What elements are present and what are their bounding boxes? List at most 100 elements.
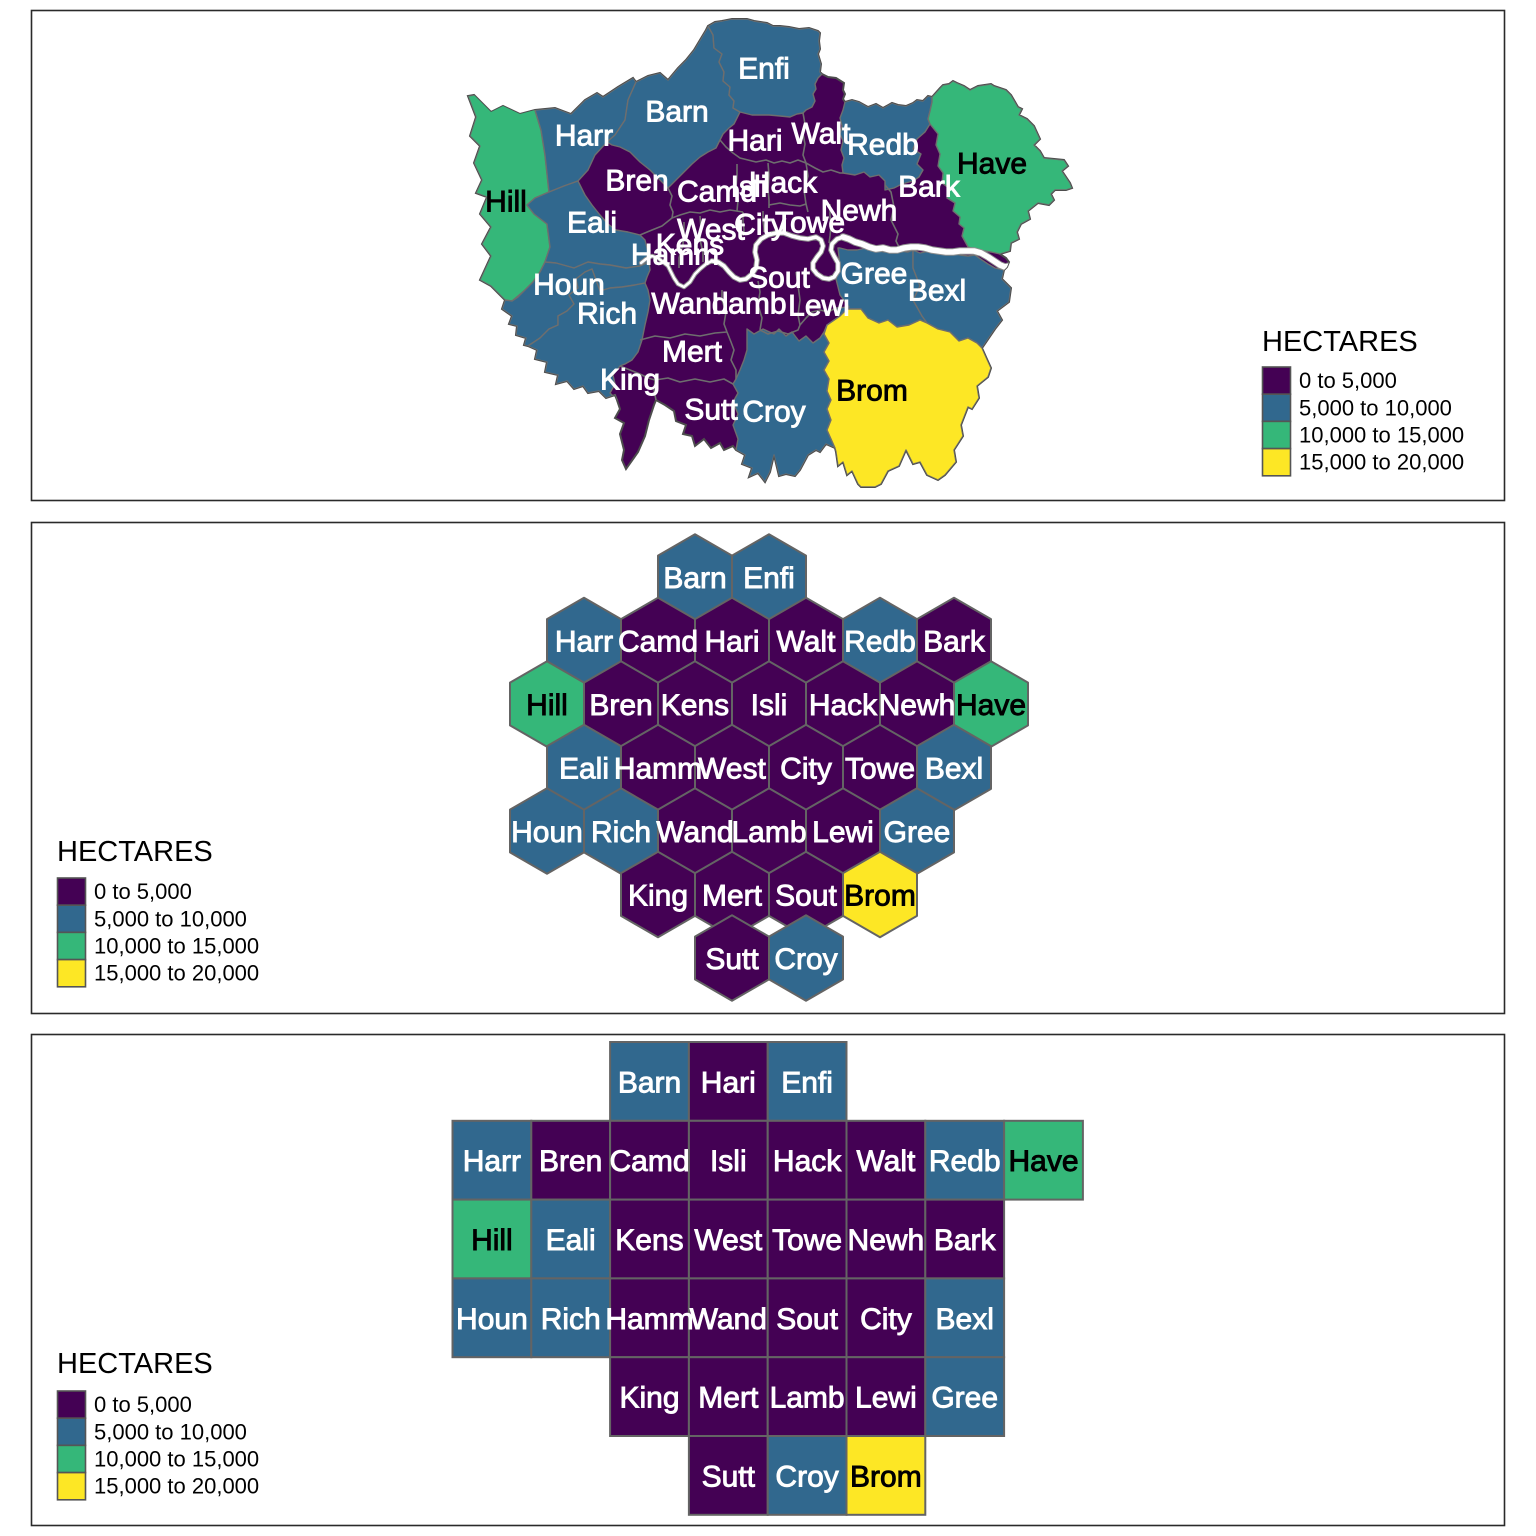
svg-text:Enfi: Enfi [781,1066,833,1099]
svg-text:15,000 to 20,000: 15,000 to 20,000 [94,1474,259,1499]
svg-text:Harr: Harr [463,1145,521,1178]
svg-text:Have: Have [1008,1145,1078,1178]
svg-text:King: King [600,364,660,397]
svg-text:Camd: Camd [677,176,757,209]
svg-text:Newh: Newh [879,689,956,722]
svg-text:West: West [677,214,745,247]
svg-text:Wand: Wand [656,816,733,849]
svg-text:Enfi: Enfi [743,562,795,595]
svg-text:Hari: Hari [704,626,759,659]
svg-text:Isli: Isli [731,171,768,204]
svg-text:Enfi: Enfi [738,53,790,86]
svg-text:Towe: Towe [772,1224,842,1257]
svg-text:Brom: Brom [850,1460,922,1493]
svg-text:Houn: Houn [533,269,605,302]
svg-text:Sout: Sout [748,262,810,295]
svg-text:Sutt: Sutt [705,943,759,976]
svg-text:Hill: Hill [485,186,527,219]
svg-text:Hack: Hack [749,167,818,200]
svg-text:0 to 5,000: 0 to 5,000 [94,879,192,904]
svg-text:5,000 to 10,000: 5,000 to 10,000 [94,906,247,931]
svg-text:Kens: Kens [661,689,729,722]
svg-text:Kens: Kens [656,229,724,262]
svg-text:Barn: Barn [618,1066,681,1099]
svg-text:Gree: Gree [931,1382,998,1415]
svg-text:Redb: Redb [844,626,916,659]
svg-text:Lamb: Lamb [731,816,806,849]
svg-text:Lewi: Lewi [812,816,874,849]
svg-text:Croy: Croy [742,396,805,429]
svg-text:10,000 to 15,000: 10,000 to 15,000 [94,934,259,959]
svg-text:Walt: Walt [777,626,837,659]
svg-text:Lamb: Lamb [711,288,786,321]
svg-text:King: King [628,880,688,913]
svg-text:Rich: Rich [541,1303,601,1336]
svg-text:Bren: Bren [605,165,668,198]
svg-text:5,000 to 10,000: 5,000 to 10,000 [94,1419,247,1444]
svg-text:Isli: Isli [710,1145,747,1178]
svg-text:Isli: Isli [751,689,788,722]
svg-text:West: West [694,1224,762,1257]
svg-text:Eali: Eali [567,207,617,240]
svg-text:Hari: Hari [727,125,782,158]
svg-text:Sutt: Sutt [702,1460,756,1493]
svg-text:Walt: Walt [792,118,852,151]
svg-text:City: City [860,1303,912,1336]
svg-text:Houn: Houn [511,816,583,849]
svg-text:Hill: Hill [526,689,568,722]
svg-text:Lamb: Lamb [770,1382,845,1415]
svg-text:HECTARES: HECTARES [1262,326,1418,358]
svg-text:10,000 to 15,000: 10,000 to 15,000 [94,1447,259,1472]
svg-text:10,000 to 15,000: 10,000 to 15,000 [1299,423,1464,448]
svg-text:Hari: Hari [701,1066,756,1099]
svg-text:Sutt: Sutt [684,394,738,427]
svg-text:Barn: Barn [663,562,726,595]
svg-text:Have: Have [956,689,1026,722]
svg-text:Bexl: Bexl [908,275,966,308]
svg-text:West: West [698,753,766,786]
svg-text:Eali: Eali [559,753,609,786]
svg-text:Hill: Hill [471,1224,513,1257]
svg-text:City: City [780,753,832,786]
svg-text:0 to 5,000: 0 to 5,000 [1299,368,1397,393]
svg-text:Hamm: Hamm [614,753,702,786]
svg-text:Hack: Hack [809,689,878,722]
svg-text:Lewi: Lewi [855,1382,917,1415]
svg-text:15,000 to 20,000: 15,000 to 20,000 [1299,450,1464,475]
svg-text:15,000 to 20,000: 15,000 to 20,000 [94,961,259,986]
svg-text:King: King [619,1382,679,1415]
svg-text:HECTARES: HECTARES [57,1348,213,1380]
svg-text:Rich: Rich [591,816,651,849]
svg-text:Gree: Gree [841,258,908,291]
svg-text:Redb: Redb [929,1145,1001,1178]
svg-text:Towe: Towe [845,753,915,786]
svg-text:Gree: Gree [884,816,951,849]
svg-text:Croy: Croy [775,1460,838,1493]
svg-text:5,000 to 10,000: 5,000 to 10,000 [1299,395,1452,420]
svg-text:0 to 5,000: 0 to 5,000 [94,1392,192,1417]
svg-text:Wand: Wand [690,1303,767,1336]
svg-text:Barn: Barn [645,96,708,129]
svg-text:Redb: Redb [847,129,919,162]
svg-text:HECTARES: HECTARES [57,836,213,868]
svg-text:Newh: Newh [821,195,898,228]
svg-text:Mert: Mert [698,1382,759,1415]
svg-text:Mert: Mert [662,336,723,369]
svg-text:Bark: Bark [923,626,986,659]
svg-text:Have: Have [957,148,1027,181]
svg-text:Camd: Camd [618,626,698,659]
svg-text:Croy: Croy [774,943,837,976]
svg-text:Harr: Harr [555,626,613,659]
svg-text:City: City [734,209,786,242]
svg-text:Bark: Bark [934,1224,997,1257]
svg-text:Houn: Houn [456,1303,528,1336]
svg-text:Hamm: Hamm [605,1303,693,1336]
svg-text:Brom: Brom [836,375,908,408]
svg-text:Bark: Bark [898,171,961,204]
svg-text:Hamm: Hamm [631,239,719,272]
svg-text:Bexl: Bexl [925,753,983,786]
svg-text:Eali: Eali [546,1224,596,1257]
svg-text:Bren: Bren [539,1145,602,1178]
svg-text:Bexl: Bexl [936,1303,994,1336]
svg-text:Bren: Bren [589,689,652,722]
